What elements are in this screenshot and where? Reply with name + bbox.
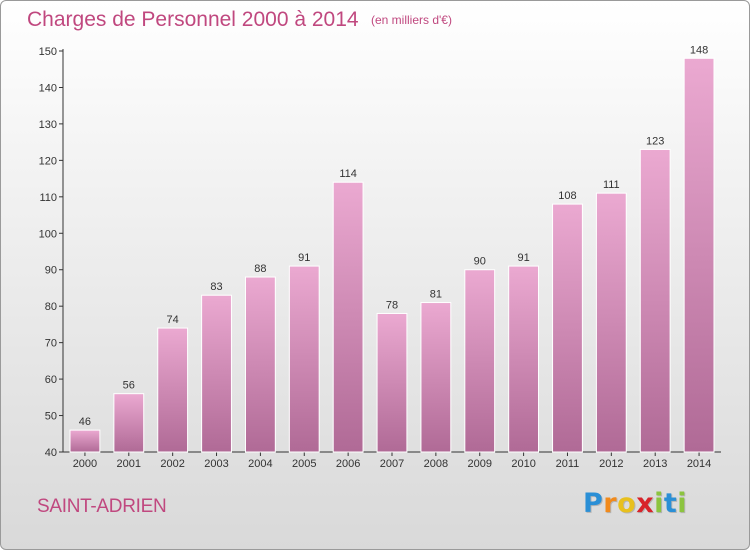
y-tick-label: 50: [45, 411, 57, 423]
bar-2006: [332, 181, 364, 453]
data-label-2011: 108: [558, 190, 576, 202]
data-label-2007: 78: [386, 299, 398, 311]
logo-letter: i: [677, 488, 688, 519]
y-tick-label: 110: [39, 192, 57, 204]
y-tick-label: 70: [45, 338, 57, 350]
x-tick-label: 2000: [73, 458, 97, 470]
data-label-2012: 111: [603, 179, 620, 191]
x-tick-label: 2004: [248, 458, 272, 470]
logo-letter: o: [617, 488, 637, 519]
logo-letter: i: [654, 488, 664, 519]
x-tick-label: 2009: [467, 458, 491, 470]
x-tick-label: 2013: [643, 458, 667, 470]
bar-2011: [552, 203, 583, 453]
bar-2003: [201, 294, 232, 453]
bar-2001: [113, 393, 145, 453]
data-label-2003: 83: [210, 281, 222, 293]
bar-2008: [420, 302, 452, 453]
y-tick-label: 140: [39, 82, 57, 94]
x-tick-label: 2003: [204, 458, 228, 470]
x-tick-label: 2008: [424, 458, 448, 470]
bar-2007: [376, 312, 408, 453]
data-label-2006: 114: [339, 168, 357, 180]
y-tick-label: 150: [39, 46, 57, 58]
chart-data-labels: 46 56 74 83 88 91 114 78 81 90 91 108 111 123 148: [79, 44, 708, 428]
chart-bars: [69, 57, 715, 453]
logo-letter: r: [603, 488, 618, 519]
data-label-2014: 148: [690, 44, 708, 56]
bar-2012: [595, 192, 627, 453]
data-label-2009: 90: [474, 256, 486, 268]
bar-2010: [508, 265, 540, 453]
x-tick-label: 2005: [292, 458, 316, 470]
proxiti-logo: Proxiti: [583, 488, 687, 519]
bar-2014: [683, 57, 715, 453]
logo-letter: t: [663, 488, 678, 519]
bar-2013: [639, 148, 671, 453]
x-tick-label: 2002: [160, 458, 184, 470]
y-tick-label: 120: [39, 155, 57, 167]
data-label-2008: 81: [430, 289, 442, 301]
x-tick-label: 2012: [599, 458, 623, 470]
logo-letter: x: [636, 488, 655, 519]
data-label-2010: 91: [517, 252, 529, 264]
bar-2000: [69, 429, 101, 453]
x-tick-label: 2014: [687, 458, 711, 470]
y-tick-label: 40: [45, 447, 57, 459]
x-tick-label: 2001: [117, 458, 141, 470]
y-tick-label: 90: [45, 265, 57, 277]
bar-2004: [244, 276, 276, 453]
data-label-2002: 74: [167, 314, 179, 326]
logo-letter: P: [583, 488, 604, 519]
y-tick-label: 80: [45, 301, 57, 313]
y-tick-label: 130: [39, 119, 57, 131]
x-tick-label: 2007: [380, 458, 404, 470]
x-tick-label: 2006: [336, 458, 360, 470]
bar-2005: [288, 265, 320, 453]
bar-2009: [464, 269, 496, 453]
data-label-2013: 123: [646, 135, 664, 147]
town-name: SAINT-ADRIEN: [37, 496, 167, 517]
x-tick-label: 2011: [556, 458, 580, 470]
x-tick-label: 2010: [511, 458, 535, 470]
data-label-2001: 56: [123, 380, 135, 392]
bar-2002: [157, 327, 189, 453]
y-tick-label: 60: [45, 374, 57, 386]
data-label-2005: 91: [298, 252, 310, 264]
y-tick-label: 100: [39, 228, 57, 240]
data-label-2000: 46: [79, 416, 91, 428]
data-label-2004: 88: [254, 263, 266, 275]
chart-subtitle: (en milliers d'€): [371, 13, 452, 27]
chart-title: Charges de Personnel 2000 à 2014: [27, 8, 359, 31]
